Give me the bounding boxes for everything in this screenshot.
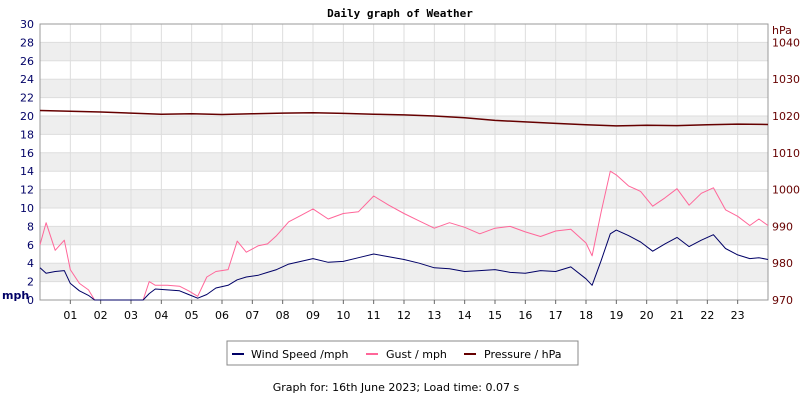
- x-tick-label: 21: [670, 309, 684, 322]
- left-tick-label: 18: [20, 128, 34, 141]
- x-tick-label: 07: [245, 309, 259, 322]
- left-tick-label: 22: [20, 92, 34, 105]
- x-tick-label: 23: [731, 309, 745, 322]
- vertical-gridlines: [69, 24, 739, 300]
- x-tick-label: 15: [488, 309, 502, 322]
- footer-text: Graph for: 16th June 2023; Load time: 0.…: [273, 381, 520, 394]
- left-tick-label: 26: [20, 55, 34, 68]
- left-tick-label: 2: [27, 276, 34, 289]
- x-tick-label: 05: [185, 309, 199, 322]
- x-tick-label: 12: [397, 309, 411, 322]
- left-tick-label: 16: [20, 147, 34, 160]
- right-tick-label: 1030: [772, 73, 800, 86]
- left-tick-label: 28: [20, 36, 34, 49]
- right-axis-unit: hPa: [772, 24, 792, 37]
- left-tick-label: 24: [20, 73, 34, 86]
- legend-label-pressure: Pressure / hPa: [484, 348, 562, 361]
- series-lines: [39, 109, 769, 301]
- right-tick-label: 980: [772, 257, 793, 270]
- x-tick-label: 20: [640, 309, 654, 322]
- left-tick-label: 20: [20, 110, 34, 123]
- x-tick-label: 18: [579, 309, 593, 322]
- x-tick-label: 13: [427, 309, 441, 322]
- series-wind-speed: [39, 229, 769, 301]
- right-tick-label: 970: [772, 294, 793, 307]
- x-tick-label: 19: [609, 309, 623, 322]
- x-tick-label: 01: [63, 309, 77, 322]
- x-tick-label: 16: [518, 309, 532, 322]
- left-tick-label: 14: [20, 165, 34, 178]
- series-pressure: [39, 109, 769, 127]
- x-tick-label: 04: [154, 309, 168, 322]
- left-tick-label: 8: [27, 220, 34, 233]
- right-tick-label: 1000: [772, 184, 800, 197]
- legend-box: [226, 340, 579, 366]
- right-tick-label: 1010: [772, 147, 800, 160]
- x-tick-label: 03: [124, 309, 138, 322]
- left-tick-label: 10: [20, 202, 34, 215]
- right-axis-ticks: 970 980 990 1000 1010 1020 1030 1040: [772, 36, 800, 307]
- x-tick-label: 17: [549, 309, 563, 322]
- x-tick-label: 11: [367, 309, 381, 322]
- left-tick-label: 0: [27, 294, 34, 307]
- x-axis-ticks: 01 02 03 04 05 06 07 08 09 10 11 12 13 14 15 16 17 18 19 20…: [63, 300, 745, 322]
- right-tick-label: 1020: [772, 110, 800, 123]
- x-tick-label: 02: [94, 309, 108, 322]
- x-tick-label: 06: [215, 309, 229, 322]
- right-tick-label: 1040: [772, 36, 800, 49]
- x-tick-label: 22: [700, 309, 714, 322]
- left-tick-label: 6: [27, 239, 34, 252]
- left-tick-label: 4: [27, 257, 34, 270]
- x-tick-label: 08: [276, 309, 290, 322]
- left-tick-label: 30: [20, 18, 34, 31]
- left-tick-label: 12: [20, 184, 34, 197]
- x-tick-label: 09: [306, 309, 320, 322]
- left-axis-unit: mph: [2, 289, 29, 302]
- right-tick-label: 990: [772, 220, 793, 233]
- series-gust: [39, 170, 769, 301]
- x-tick-label: 10: [336, 309, 350, 322]
- legend-label-wind-speed: Wind Speed /mph: [251, 348, 349, 361]
- chart-title: Daily graph of Weather: [327, 7, 473, 20]
- legend-label-gust: Gust / mph: [386, 348, 447, 361]
- x-tick-label: 14: [458, 309, 472, 322]
